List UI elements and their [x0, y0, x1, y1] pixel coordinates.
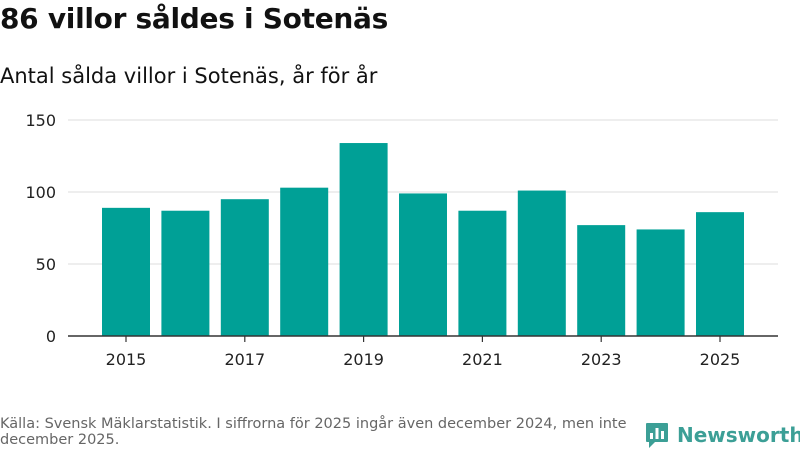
- bar-2015: [102, 207, 150, 336]
- bar-2020: [399, 193, 447, 336]
- x-tick-label: 2017: [224, 350, 265, 369]
- x-tick-label: 2021: [462, 350, 503, 369]
- chart-subtitle: Antal sålda villor i Sotenäs, år för år: [0, 64, 378, 88]
- bar-2023: [577, 225, 626, 336]
- bar-2022: [517, 190, 566, 336]
- source-note: Källa: Svensk Mäklarstatistik. I siffror…: [0, 416, 627, 448]
- bar-2025: [696, 212, 744, 336]
- newsworthy-logo: Newsworthy: [645, 420, 800, 450]
- bar-chart-logo-icon: [646, 423, 668, 448]
- bar-2019: [339, 143, 388, 336]
- bar-2021: [458, 210, 507, 336]
- y-tick-label: 50: [36, 255, 56, 274]
- y-tick-label: 150: [25, 111, 56, 130]
- chart-title: 86 villor såldes i Sotenäs: [0, 2, 388, 35]
- bar-2024: [636, 229, 685, 336]
- y-tick-label: 100: [25, 183, 56, 202]
- brand-name: Newsworthy: [677, 423, 800, 447]
- y-tick-label: 0: [46, 327, 56, 346]
- x-tick-label: 2025: [700, 350, 741, 369]
- bar-2016: [161, 210, 210, 336]
- bar-2017: [220, 199, 269, 336]
- x-tick-label: 2015: [106, 350, 147, 369]
- x-tick-label: 2023: [581, 350, 622, 369]
- bar-chart: 0 50 100 150 2015 2017 2019 2021 2023 2025: [25, 111, 778, 369]
- bar-2018: [280, 187, 329, 336]
- x-tick-label: 2019: [343, 350, 384, 369]
